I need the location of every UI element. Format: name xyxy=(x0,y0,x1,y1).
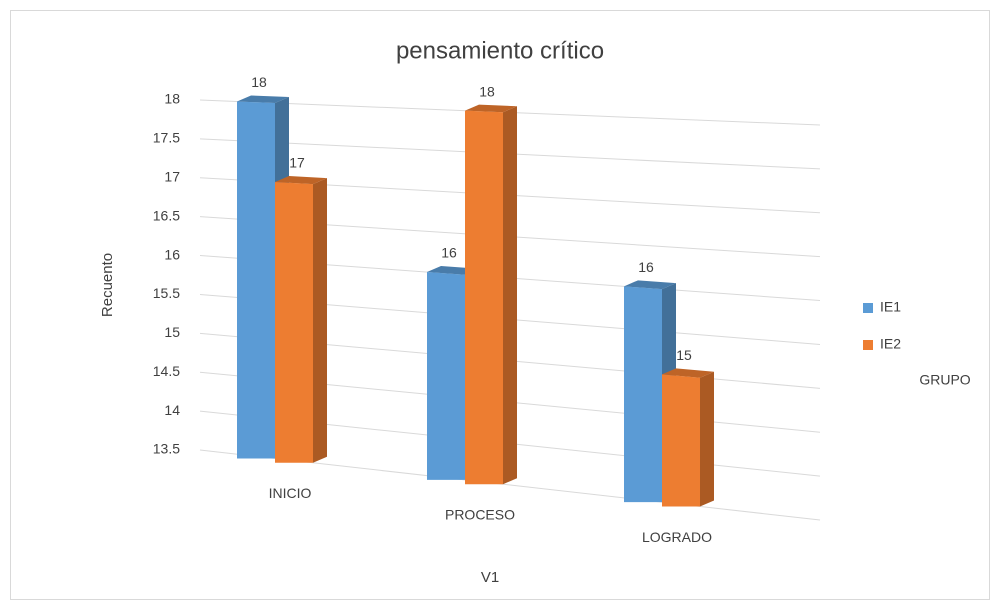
bar xyxy=(275,176,327,463)
x-tick-label: INICIO xyxy=(269,485,312,501)
y-tick-label: 17.5 xyxy=(153,130,180,146)
legend-swatch xyxy=(863,303,873,313)
bar xyxy=(465,104,517,485)
bar-side xyxy=(503,106,517,485)
bar xyxy=(662,368,714,507)
bar-top xyxy=(275,176,327,185)
y-tick-label: 15 xyxy=(164,324,180,340)
y-axis-label: Recuento xyxy=(99,253,116,317)
y-tick-label: 16.5 xyxy=(153,207,180,223)
bar-top xyxy=(624,280,676,290)
y-tick-label: 18 xyxy=(164,91,180,107)
bar-front xyxy=(662,374,700,507)
y-tick-label: 13.5 xyxy=(153,441,180,457)
x-tick-label: LOGRADO xyxy=(642,529,712,545)
y-tick-label: 16 xyxy=(164,246,180,262)
legend-label: IE1 xyxy=(880,299,901,315)
y-tick-label: 14 xyxy=(164,402,180,418)
bar-top xyxy=(237,95,289,104)
bar-front xyxy=(624,286,662,503)
legend-title: GRUPO xyxy=(919,372,970,388)
x-tick-label: PROCESO xyxy=(445,507,515,523)
y-tick-label: 17 xyxy=(164,168,180,184)
data-label: 16 xyxy=(638,259,654,275)
data-label: 18 xyxy=(479,83,495,99)
bar-top xyxy=(465,104,517,113)
bar-front xyxy=(237,101,275,459)
bar-side xyxy=(313,178,327,463)
data-label: 17 xyxy=(289,155,305,171)
x-axis-label: V1 xyxy=(481,569,499,586)
bar-front xyxy=(427,272,465,480)
chart-title: pensamiento crítico xyxy=(396,37,604,64)
data-label: 16 xyxy=(441,245,457,261)
bar-top xyxy=(662,368,714,378)
y-tick-label: 15.5 xyxy=(153,285,180,301)
y-tick-label: 14.5 xyxy=(153,363,180,379)
bar-side xyxy=(700,371,714,507)
bar-front xyxy=(465,110,503,485)
legend-swatch xyxy=(863,340,873,350)
data-label: 15 xyxy=(676,347,692,363)
legend-label: IE2 xyxy=(880,336,901,352)
bar-front xyxy=(275,182,313,463)
data-label: 18 xyxy=(251,74,267,90)
